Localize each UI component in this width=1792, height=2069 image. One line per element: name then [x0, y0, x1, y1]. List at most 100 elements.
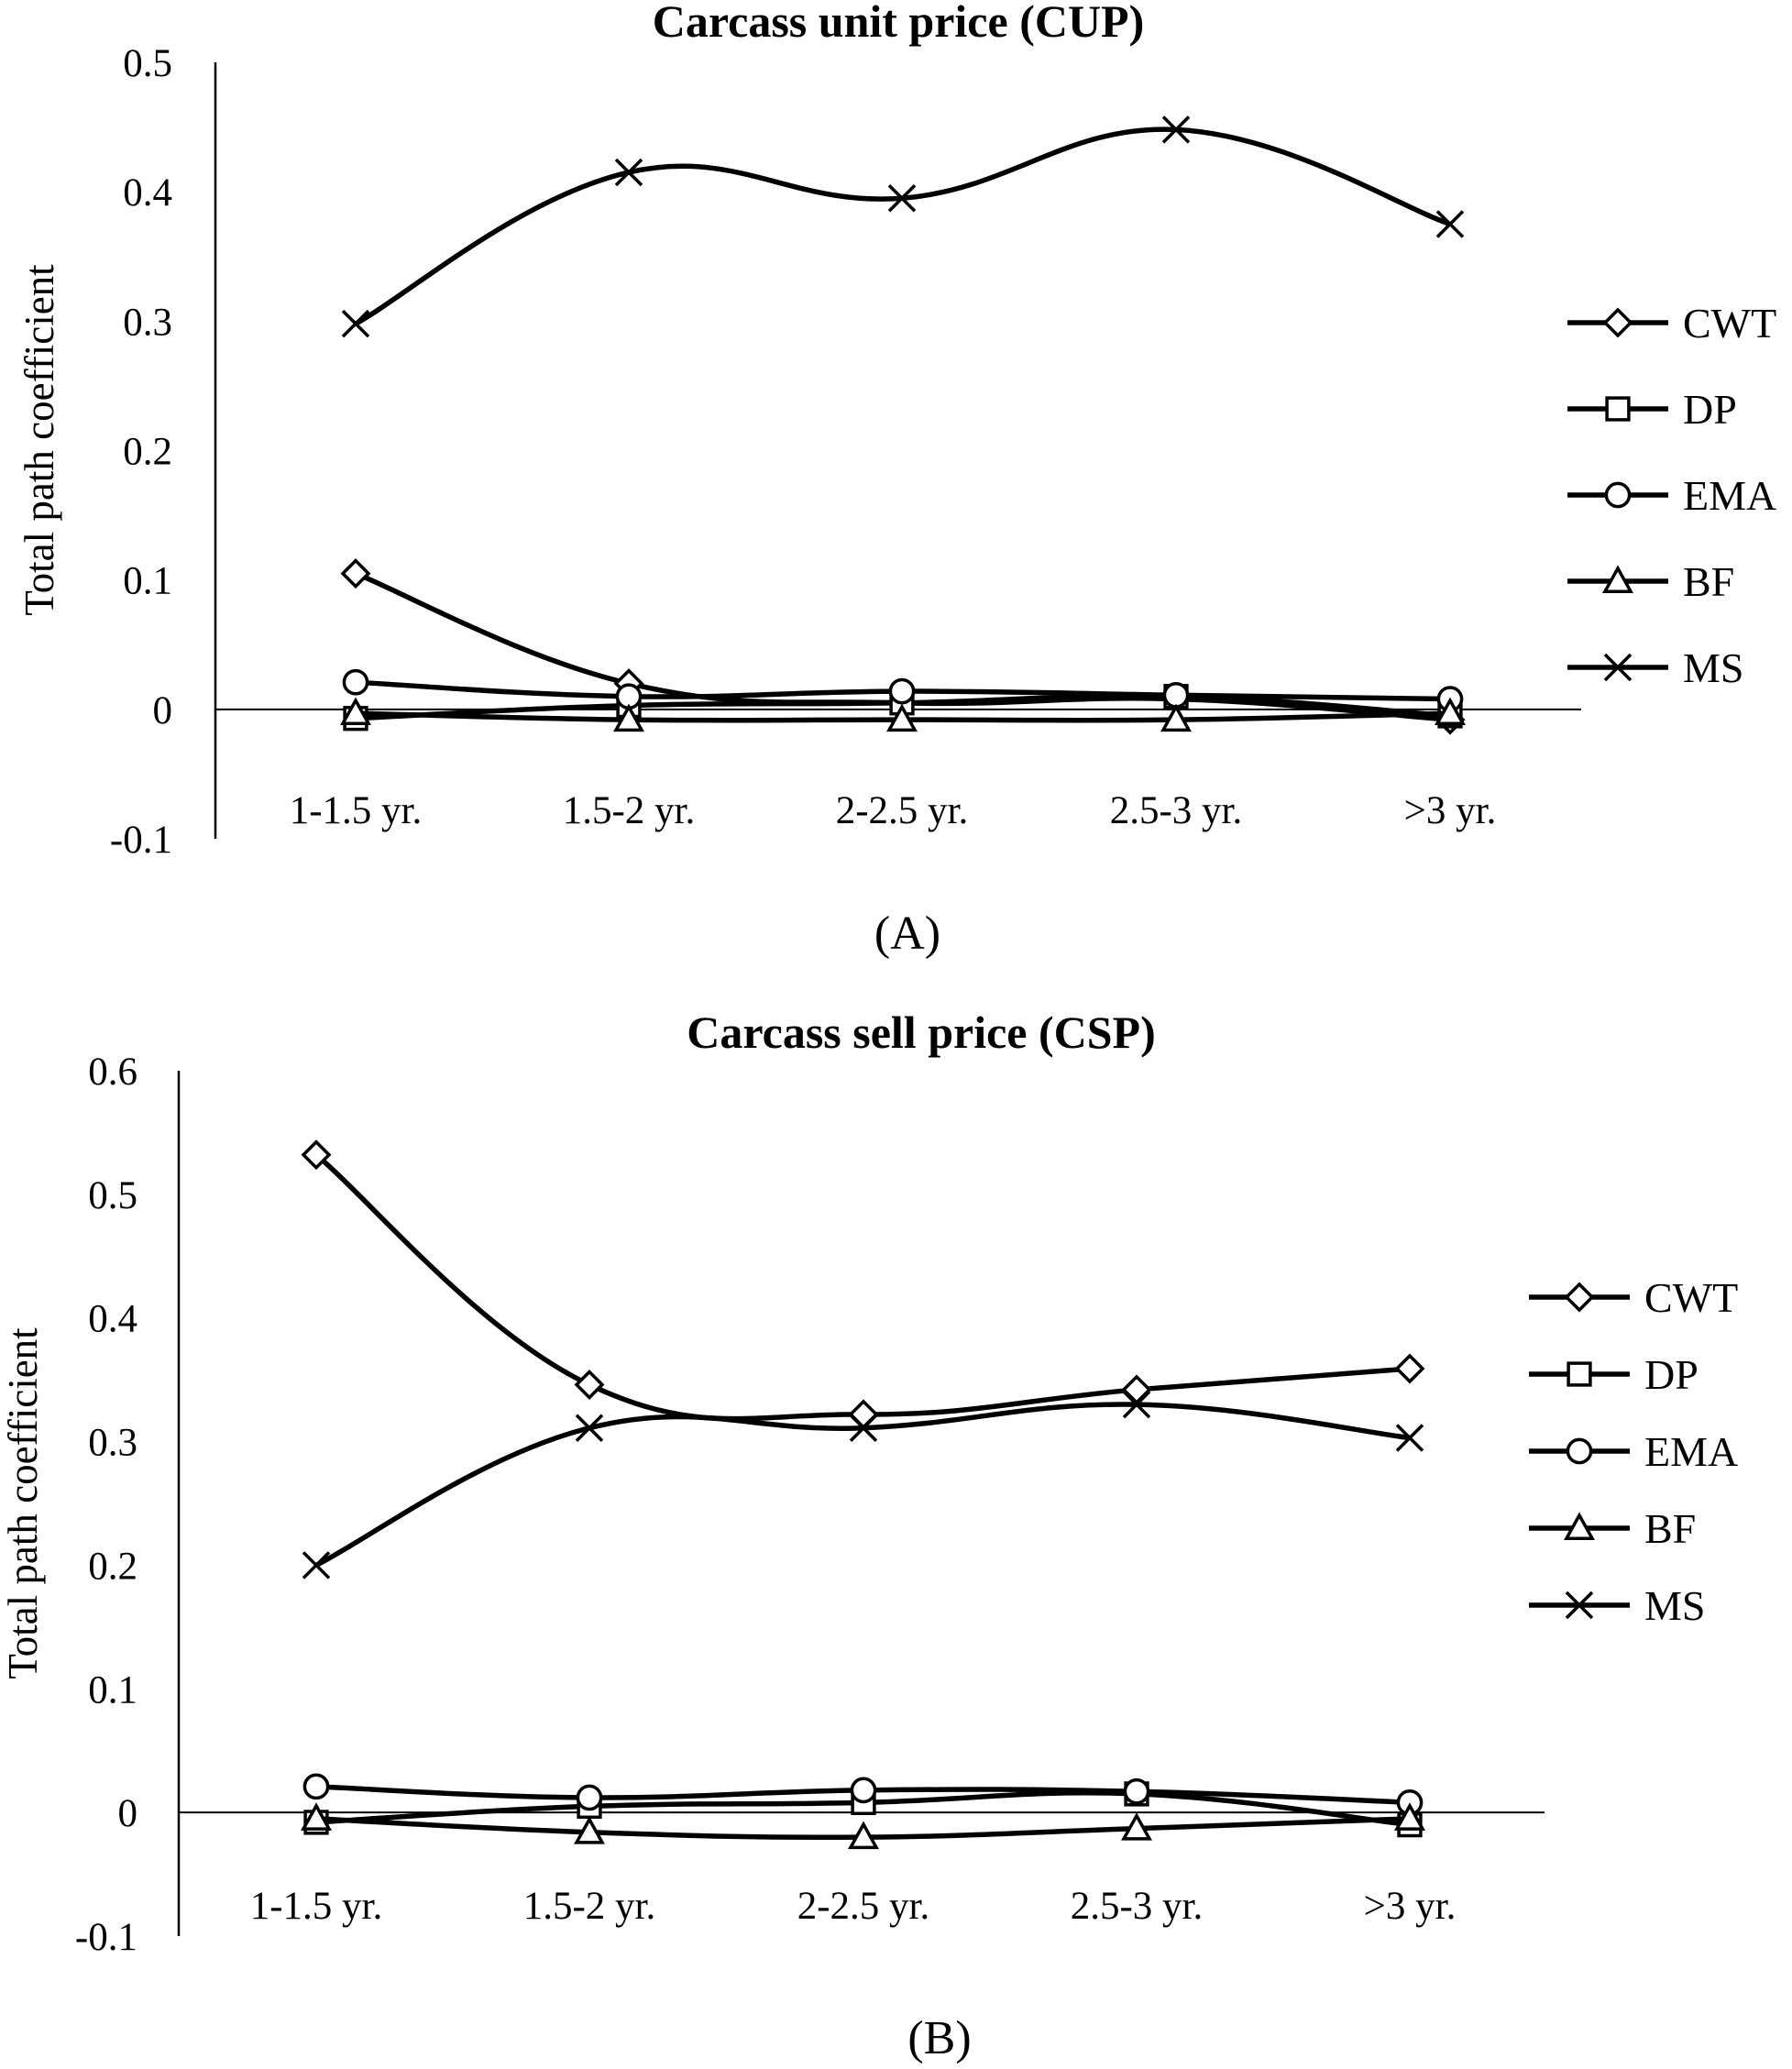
y-tick-label: 0.3: [88, 1422, 137, 1465]
y-axis-label: Total path coefficient: [0, 1327, 46, 1679]
data-point-ms: [302, 1551, 331, 1579]
y-tick-label: 0.3: [123, 301, 172, 344]
x-tick-label: 1-1.5 yr.: [250, 1885, 383, 1928]
data-point-ema: [1123, 1777, 1150, 1805]
data-point-cwt: [340, 558, 371, 589]
legend-marker: [1604, 481, 1632, 509]
legend-label: EMA: [1644, 1428, 1738, 1475]
data-point-bf: [1435, 697, 1466, 726]
data-point-bf: [301, 1802, 332, 1831]
data-point-ms: [1122, 1390, 1151, 1419]
x-tick-label: >3 yr.: [1404, 789, 1497, 832]
y-tick-label: 0.5: [88, 1174, 137, 1217]
y-axis-label: Total path coefficient: [16, 264, 62, 616]
data-point-bf: [574, 1816, 605, 1844]
data-point-ema: [342, 668, 369, 696]
data-point-bf: [613, 703, 644, 732]
data-point-cwt: [1394, 1353, 1425, 1384]
legend-marker: [1602, 307, 1633, 338]
data-point-bf: [340, 697, 371, 726]
x-tick-label: 2.5-3 yr.: [1110, 789, 1243, 832]
data-point-ema: [888, 677, 916, 705]
y-tick-label: 0: [118, 1792, 138, 1835]
y-tick-label: 0.4: [123, 171, 172, 215]
series-ms: [302, 1390, 1424, 1579]
y-tick-label: 0.2: [88, 1545, 137, 1588]
legend-item-dp: DP: [1567, 386, 1737, 433]
y-tick-label: 0.4: [88, 1298, 137, 1341]
panel-label: (B): [907, 2012, 971, 2064]
series-cwt: [301, 1139, 1425, 1430]
y-tick-label: 0.2: [123, 431, 172, 474]
legend-label: DP: [1683, 386, 1737, 433]
y-tick-label: -0.1: [110, 819, 172, 862]
data-point-bf: [886, 703, 918, 732]
series-line-ms: [354, 127, 1451, 326]
legend-label: DP: [1644, 1351, 1699, 1398]
data-point-ms: [614, 158, 643, 187]
data-point-cwt: [574, 1370, 605, 1401]
legend-label: CWT: [1644, 1274, 1738, 1321]
data-point-ema: [576, 1784, 603, 1811]
legend-marker: [1564, 1282, 1595, 1313]
data-point-cwt: [1121, 1374, 1152, 1405]
x-tick-label: 2.5-3 yr.: [1071, 1885, 1204, 1928]
data-point-cwt: [301, 1139, 332, 1171]
legend-item-ms: MS: [1529, 1582, 1705, 1629]
data-point-ms: [887, 183, 917, 213]
chart-csp: Carcass sell price (CSP) Total path coeff…: [0, 1007, 1738, 2064]
legend-item-bf: BF: [1567, 558, 1734, 605]
chart-title: Carcass unit price (CUP): [653, 0, 1145, 47]
series-ema: [342, 668, 1464, 712]
data-point-ms: [1395, 1424, 1424, 1452]
legend-marker: [1567, 1361, 1592, 1387]
data-point-ms: [1435, 210, 1465, 238]
y-tick-label: -0.1: [75, 1916, 137, 1959]
data-point-ema: [850, 1777, 877, 1804]
legend-label: EMA: [1683, 472, 1776, 519]
legend-label: CWT: [1683, 300, 1776, 347]
x-tick-label: 1.5-2 yr.: [563, 789, 696, 832]
data-point-ms: [575, 1414, 604, 1442]
y-tick-label: 0.6: [88, 1051, 137, 1094]
x-tick-label: 1-1.5 yr.: [290, 789, 423, 832]
legend-item-ema: EMA: [1529, 1428, 1738, 1475]
y-tick-label: 0: [153, 689, 173, 732]
data-point-ema: [302, 1773, 330, 1800]
x-tick-label: >3 yr.: [1364, 1885, 1457, 1928]
panel-label: (A): [874, 908, 940, 960]
data-point-bf: [848, 1821, 879, 1850]
x-tick-label: 1.5-2 yr.: [523, 1885, 656, 1928]
data-point-ms: [1161, 116, 1191, 144]
y-tick-label: 0.1: [123, 560, 172, 603]
y-tick-label: 0.5: [123, 42, 172, 85]
data-point-ema: [1162, 681, 1190, 709]
series-ms: [341, 116, 1465, 338]
legend-marker: [1603, 653, 1633, 682]
legend-item-cwt: CWT: [1529, 1274, 1738, 1321]
data-point-ms: [341, 309, 370, 338]
series-line-cwt: [314, 1152, 1411, 1422]
legend-label: BF: [1683, 558, 1734, 605]
series-bf: [301, 1802, 1425, 1850]
chart-cup: Carcass unit price (CUP) Total path coeff…: [16, 0, 1776, 960]
data-point-bf: [1394, 1802, 1425, 1831]
legend-marker: [1566, 1437, 1593, 1465]
legend-marker: [1602, 565, 1633, 593]
legend-marker: [1565, 1590, 1594, 1620]
legend-item-bf: BF: [1529, 1505, 1696, 1552]
y-tick-label: 0.1: [88, 1668, 137, 1711]
legend-item-dp: DP: [1529, 1351, 1699, 1398]
series-bf: [340, 697, 1466, 732]
legend-item-ms: MS: [1567, 644, 1743, 691]
legend-marker: [1564, 1512, 1595, 1540]
x-tick-label: 2-2.5 yr.: [836, 789, 969, 832]
legend-marker: [1605, 396, 1631, 422]
legend-label: MS: [1644, 1582, 1705, 1629]
data-point-cwt: [848, 1399, 879, 1430]
legend-label: BF: [1644, 1505, 1696, 1552]
data-point-bf: [1121, 1812, 1152, 1841]
legend-item-ema: EMA: [1567, 472, 1776, 519]
x-tick-label: 2-2.5 yr.: [797, 1885, 930, 1928]
